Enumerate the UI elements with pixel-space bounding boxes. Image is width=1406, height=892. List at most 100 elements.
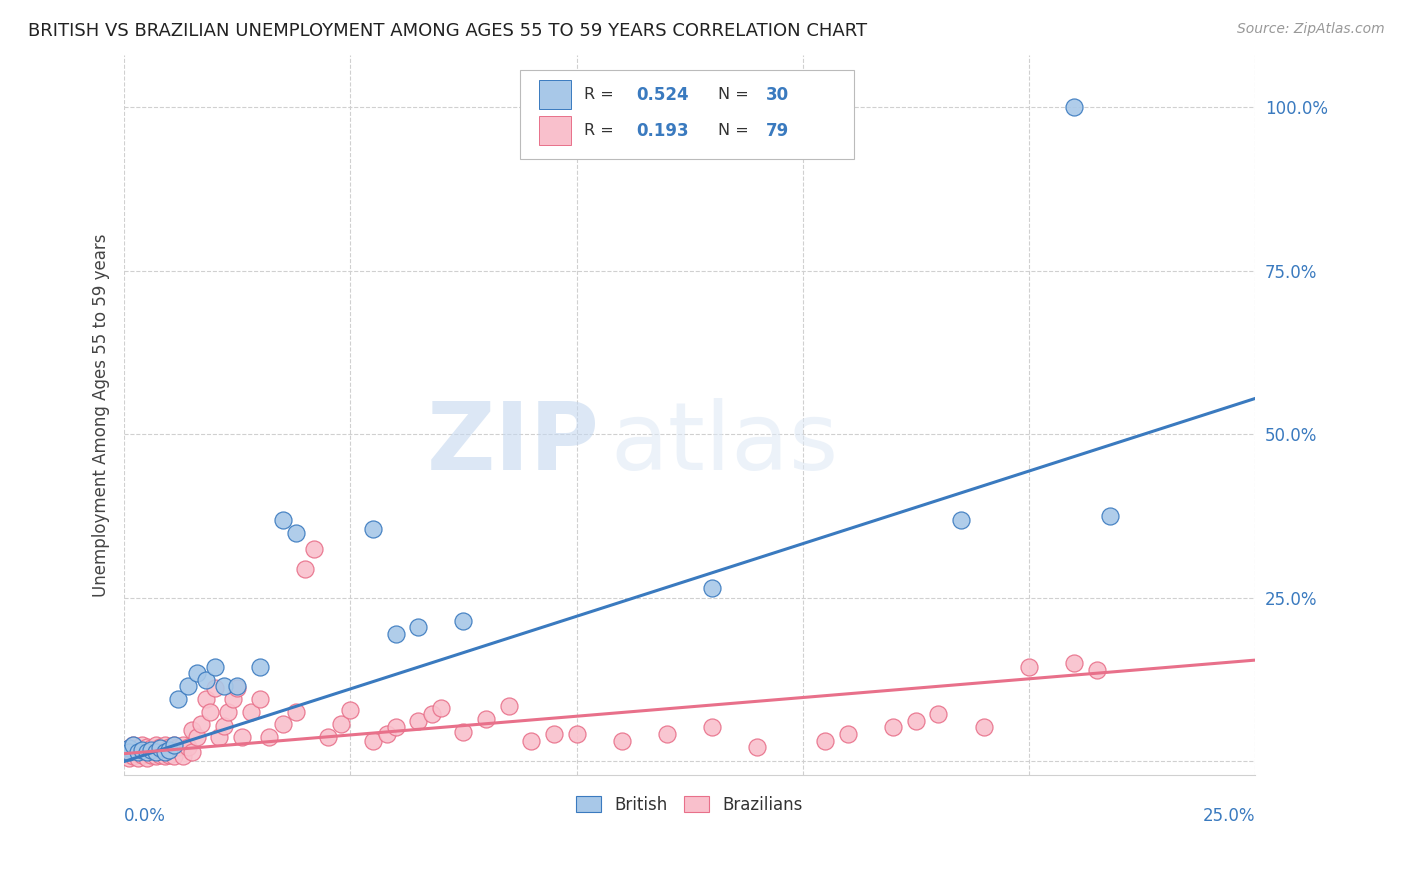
Point bbox=[702, 581, 724, 595]
Point bbox=[167, 740, 190, 755]
Bar bbox=[540, 80, 571, 109]
Point bbox=[153, 745, 176, 759]
Point bbox=[339, 703, 361, 717]
Point bbox=[198, 706, 221, 720]
Point bbox=[186, 666, 208, 681]
Point bbox=[194, 673, 217, 687]
Point bbox=[127, 751, 149, 765]
Point bbox=[271, 512, 294, 526]
Point bbox=[141, 741, 163, 756]
Point bbox=[135, 751, 157, 765]
Point bbox=[190, 716, 212, 731]
Y-axis label: Unemployment Among Ages 55 to 59 years: Unemployment Among Ages 55 to 59 years bbox=[93, 233, 110, 597]
Point bbox=[163, 738, 186, 752]
Text: 0.524: 0.524 bbox=[637, 86, 689, 103]
Point bbox=[420, 707, 443, 722]
Text: 30: 30 bbox=[765, 86, 789, 103]
Point bbox=[1063, 100, 1085, 114]
Point bbox=[118, 741, 141, 756]
Point bbox=[655, 727, 678, 741]
Point bbox=[122, 738, 145, 752]
Point bbox=[181, 745, 204, 759]
Point bbox=[747, 740, 769, 755]
Point bbox=[702, 721, 724, 735]
Point bbox=[118, 741, 141, 756]
Text: atlas: atlas bbox=[610, 398, 839, 490]
Point bbox=[217, 706, 239, 720]
Point bbox=[172, 738, 194, 752]
Point bbox=[610, 733, 633, 747]
Point bbox=[430, 701, 453, 715]
Point bbox=[135, 747, 157, 761]
Text: ZIP: ZIP bbox=[426, 398, 599, 490]
Point bbox=[285, 525, 308, 540]
Point bbox=[950, 512, 973, 526]
Point bbox=[927, 707, 949, 722]
Point bbox=[222, 692, 245, 706]
Point bbox=[159, 742, 181, 756]
Point bbox=[498, 698, 520, 713]
Point bbox=[153, 738, 176, 752]
Point bbox=[149, 741, 172, 756]
Text: 0.0%: 0.0% bbox=[124, 807, 166, 825]
Point bbox=[153, 749, 176, 764]
Point bbox=[271, 716, 294, 731]
Point bbox=[186, 730, 208, 744]
Point bbox=[212, 679, 235, 693]
Point bbox=[904, 714, 927, 728]
Point bbox=[406, 620, 429, 634]
Point bbox=[361, 733, 384, 747]
Point bbox=[302, 541, 325, 556]
Point bbox=[249, 659, 271, 673]
Point bbox=[316, 730, 339, 744]
Point bbox=[208, 730, 231, 744]
Point bbox=[973, 721, 995, 735]
Point bbox=[176, 740, 198, 755]
Point bbox=[406, 714, 429, 728]
Point bbox=[141, 747, 163, 762]
Point bbox=[181, 723, 204, 737]
Text: Source: ZipAtlas.com: Source: ZipAtlas.com bbox=[1237, 22, 1385, 37]
FancyBboxPatch shape bbox=[520, 70, 853, 160]
Point bbox=[145, 738, 167, 752]
Point bbox=[118, 745, 141, 759]
Point bbox=[135, 745, 157, 759]
Point bbox=[294, 561, 316, 575]
Point bbox=[145, 745, 167, 759]
Point bbox=[257, 730, 280, 744]
Point bbox=[122, 738, 145, 752]
Point bbox=[127, 745, 149, 759]
Point bbox=[167, 692, 190, 706]
Text: R =: R = bbox=[585, 123, 624, 138]
Text: R =: R = bbox=[585, 87, 624, 103]
Point bbox=[204, 659, 226, 673]
Point bbox=[212, 718, 235, 732]
Point bbox=[837, 727, 859, 741]
Point bbox=[131, 738, 153, 752]
Point bbox=[249, 692, 271, 706]
Point bbox=[172, 749, 194, 764]
Point bbox=[239, 706, 262, 720]
Point bbox=[1063, 657, 1085, 671]
Point bbox=[145, 749, 167, 764]
Text: N =: N = bbox=[718, 87, 754, 103]
Point bbox=[118, 745, 141, 759]
Point bbox=[543, 727, 565, 741]
Point bbox=[163, 738, 186, 752]
Text: 79: 79 bbox=[765, 121, 789, 140]
Point bbox=[453, 725, 475, 739]
Point bbox=[122, 749, 145, 764]
Text: 0.193: 0.193 bbox=[637, 121, 689, 140]
Point bbox=[375, 727, 398, 741]
Point bbox=[285, 706, 308, 720]
Point bbox=[453, 614, 475, 628]
Point bbox=[330, 716, 353, 731]
Point bbox=[122, 745, 145, 759]
Point bbox=[131, 747, 153, 762]
Point bbox=[194, 692, 217, 706]
Point bbox=[204, 681, 226, 696]
Point bbox=[882, 721, 904, 735]
Point bbox=[149, 747, 172, 762]
Point bbox=[520, 733, 543, 747]
Point bbox=[149, 740, 172, 755]
